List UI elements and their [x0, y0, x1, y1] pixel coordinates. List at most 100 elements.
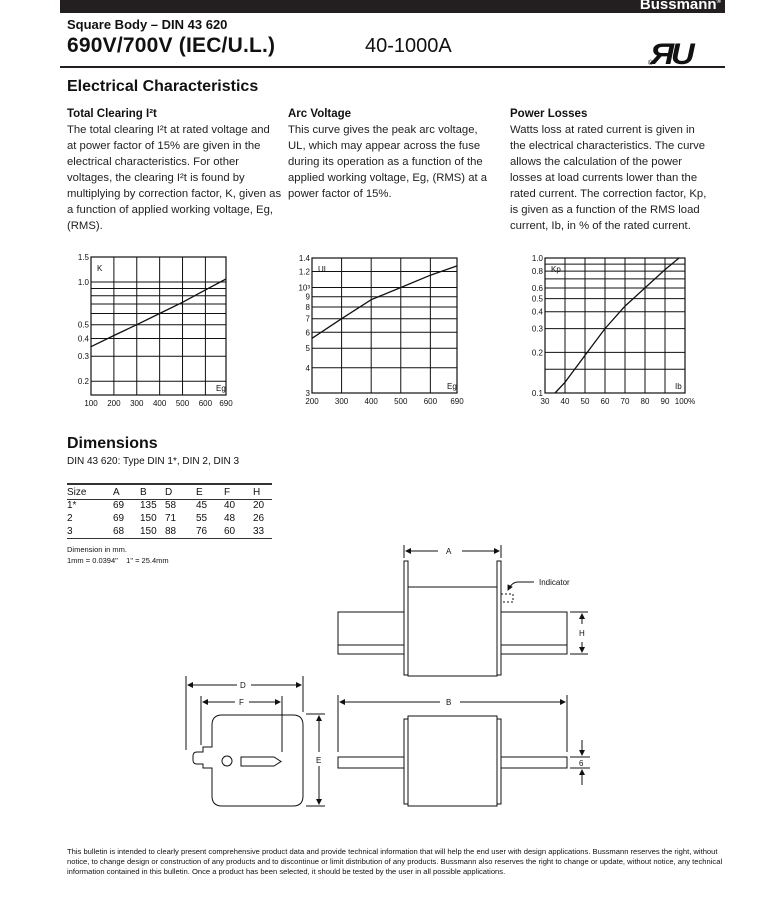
- dim-label-f: F: [239, 698, 244, 707]
- column-power-losses: Power Losses Watts loss at rated current …: [510, 106, 710, 234]
- y-tick-label: 0.8: [532, 267, 544, 276]
- column-heading: Arc Voltage: [288, 108, 352, 120]
- ul-logo: ЯU: [650, 38, 695, 71]
- dimensions-subtitle: DIN 43 620: Type DIN 1*, DIN 2, DIN 3: [67, 456, 240, 467]
- y-axis-label: K: [97, 264, 103, 273]
- x-axis-label: Eg: [216, 384, 226, 393]
- column-text: The total clearing I²t at rated voltage …: [67, 124, 282, 232]
- x-tick-label: 200: [305, 397, 319, 406]
- dimensions-table: Size A B D E F H 1* 69 135 58 45 40 20 2 69 150 71…: [67, 483, 272, 539]
- column-text: Watts loss at rated current is given in …: [510, 124, 707, 232]
- amperage-range: 40-1000A: [365, 35, 452, 57]
- brand-logo: Bussmann®: [640, 0, 721, 13]
- indicator-outline: [500, 593, 514, 603]
- x-tick-label: 70: [621, 397, 630, 406]
- y-axis-label: Kp: [551, 265, 561, 274]
- table-cell: 135: [140, 500, 157, 512]
- x-tick-label: 400: [153, 399, 167, 408]
- table-header-row: Size A B D E F H: [67, 483, 272, 500]
- column-text: This curve gives the peak arc voltage, U…: [288, 124, 488, 200]
- y-tick-label: 0.3: [532, 325, 544, 334]
- plot-frame: [90, 256, 227, 396]
- x-axis-label: Eg: [447, 382, 457, 391]
- header-cell: H: [253, 483, 272, 500]
- y-tick-label: 7: [306, 315, 311, 324]
- y-tick-label: 0.5: [532, 295, 544, 304]
- dimension-note: Dimension in mm.: [67, 545, 128, 554]
- table-cell: 150: [140, 513, 157, 524]
- dim-label-b: B: [446, 698, 451, 707]
- y-tick-label: 8: [306, 303, 311, 312]
- chart-k-factor: 1.5 1.0 0.5 0.4 0.3 0.2 100 200 300 400 500 600 690 K…: [78, 253, 233, 408]
- x-tick-label: 200: [107, 399, 121, 408]
- end-view: [185, 676, 325, 807]
- x-tick-label: 690: [450, 397, 464, 406]
- y-tick-label: 0.6: [532, 284, 544, 293]
- dim-label-h: H: [579, 629, 585, 638]
- dim-label-6: 6: [579, 759, 584, 768]
- x-tick-label: 100: [84, 399, 98, 408]
- subtitle: Square Body – DIN 43 620: [67, 17, 228, 32]
- column-heading: Power Losses: [510, 108, 588, 120]
- table-cell: 45: [196, 500, 208, 512]
- table-cell: 60: [224, 525, 253, 539]
- table-cell: 2: [67, 513, 73, 524]
- y-tick-label: 4: [306, 364, 311, 373]
- y-axis-label: UL: [318, 265, 329, 274]
- curve: [311, 265, 458, 339]
- table-row: 3 68 150 88 76 60 33: [67, 525, 272, 539]
- x-tick-label: 50: [581, 397, 590, 406]
- y-tick-label: 0.2: [78, 377, 90, 386]
- table-cell: 88: [165, 525, 196, 539]
- table-cell: 58: [165, 500, 177, 512]
- column-arc-voltage: Arc Voltage This curve gives the peak arc…: [288, 106, 498, 202]
- brand-name: Bussmann: [639, 0, 717, 13]
- x-tick-label: 40: [561, 397, 570, 406]
- header-bar: Bussmann®: [60, 0, 725, 13]
- brand-mark: ®: [716, 0, 721, 5]
- table-cell: 1*: [67, 500, 77, 512]
- y-tick-label: 0.3: [78, 352, 90, 361]
- top-view: [337, 545, 588, 677]
- column-clearing: Total Clearing I²t The total clearing I²t…: [67, 106, 282, 234]
- curve: [554, 257, 680, 394]
- x-tick-label: 80: [641, 397, 650, 406]
- y-tick-label: 0.4: [532, 308, 544, 317]
- y-tick-label: 1.0: [532, 254, 544, 263]
- header-cell: A: [113, 483, 140, 500]
- table-cell: 76: [196, 525, 224, 539]
- plot-frame: [311, 257, 458, 394]
- table-cell: 69: [113, 513, 125, 524]
- disclaimer: This bulletin is intended to clearly pre…: [67, 847, 723, 876]
- x-tick-label: 300: [130, 399, 144, 408]
- x-tick-label: 600: [424, 397, 438, 406]
- plot-frame: [544, 257, 686, 394]
- y-tick-label: 1.2: [299, 268, 311, 277]
- x-tick-label: 90: [661, 397, 670, 406]
- table-cell: 40: [224, 500, 236, 512]
- dim-label-a: A: [446, 547, 452, 556]
- table-cell: 55: [196, 513, 208, 524]
- y-tick-label: 5: [306, 344, 311, 353]
- header-cell: D: [165, 483, 196, 500]
- x-tick-label: 100%: [675, 397, 695, 406]
- table-cell: 33: [253, 525, 272, 539]
- y-tick-label: 10³: [298, 283, 310, 292]
- x-tick-label: 600: [199, 399, 213, 408]
- x-tick-label: 500: [176, 399, 190, 408]
- x-tick-label: 30: [541, 397, 550, 406]
- table-row: 1* 69 135 58 45 40 20: [67, 499, 272, 512]
- x-axis-label: Ib: [675, 382, 682, 391]
- chart-power-losses: 1.0 0.8 0.6 0.5 0.4 0.3 0.2 0.130 40 50 60 70 80 90 10…: [532, 254, 695, 406]
- dimensions-title: Dimensions: [67, 435, 158, 452]
- y-tick-label: 0.2: [532, 348, 544, 357]
- section-title: Electrical Characteristics: [67, 78, 259, 95]
- x-tick-label: 400: [365, 397, 379, 406]
- column-heading: Total Clearing I²t: [67, 108, 157, 120]
- y-tick-label: 9: [306, 293, 311, 302]
- y-tick-label: 1.4: [299, 254, 311, 263]
- x-tick-label: 690: [219, 399, 233, 408]
- header-cell: Size: [67, 483, 113, 500]
- y-tick-label: 0.1: [532, 389, 544, 398]
